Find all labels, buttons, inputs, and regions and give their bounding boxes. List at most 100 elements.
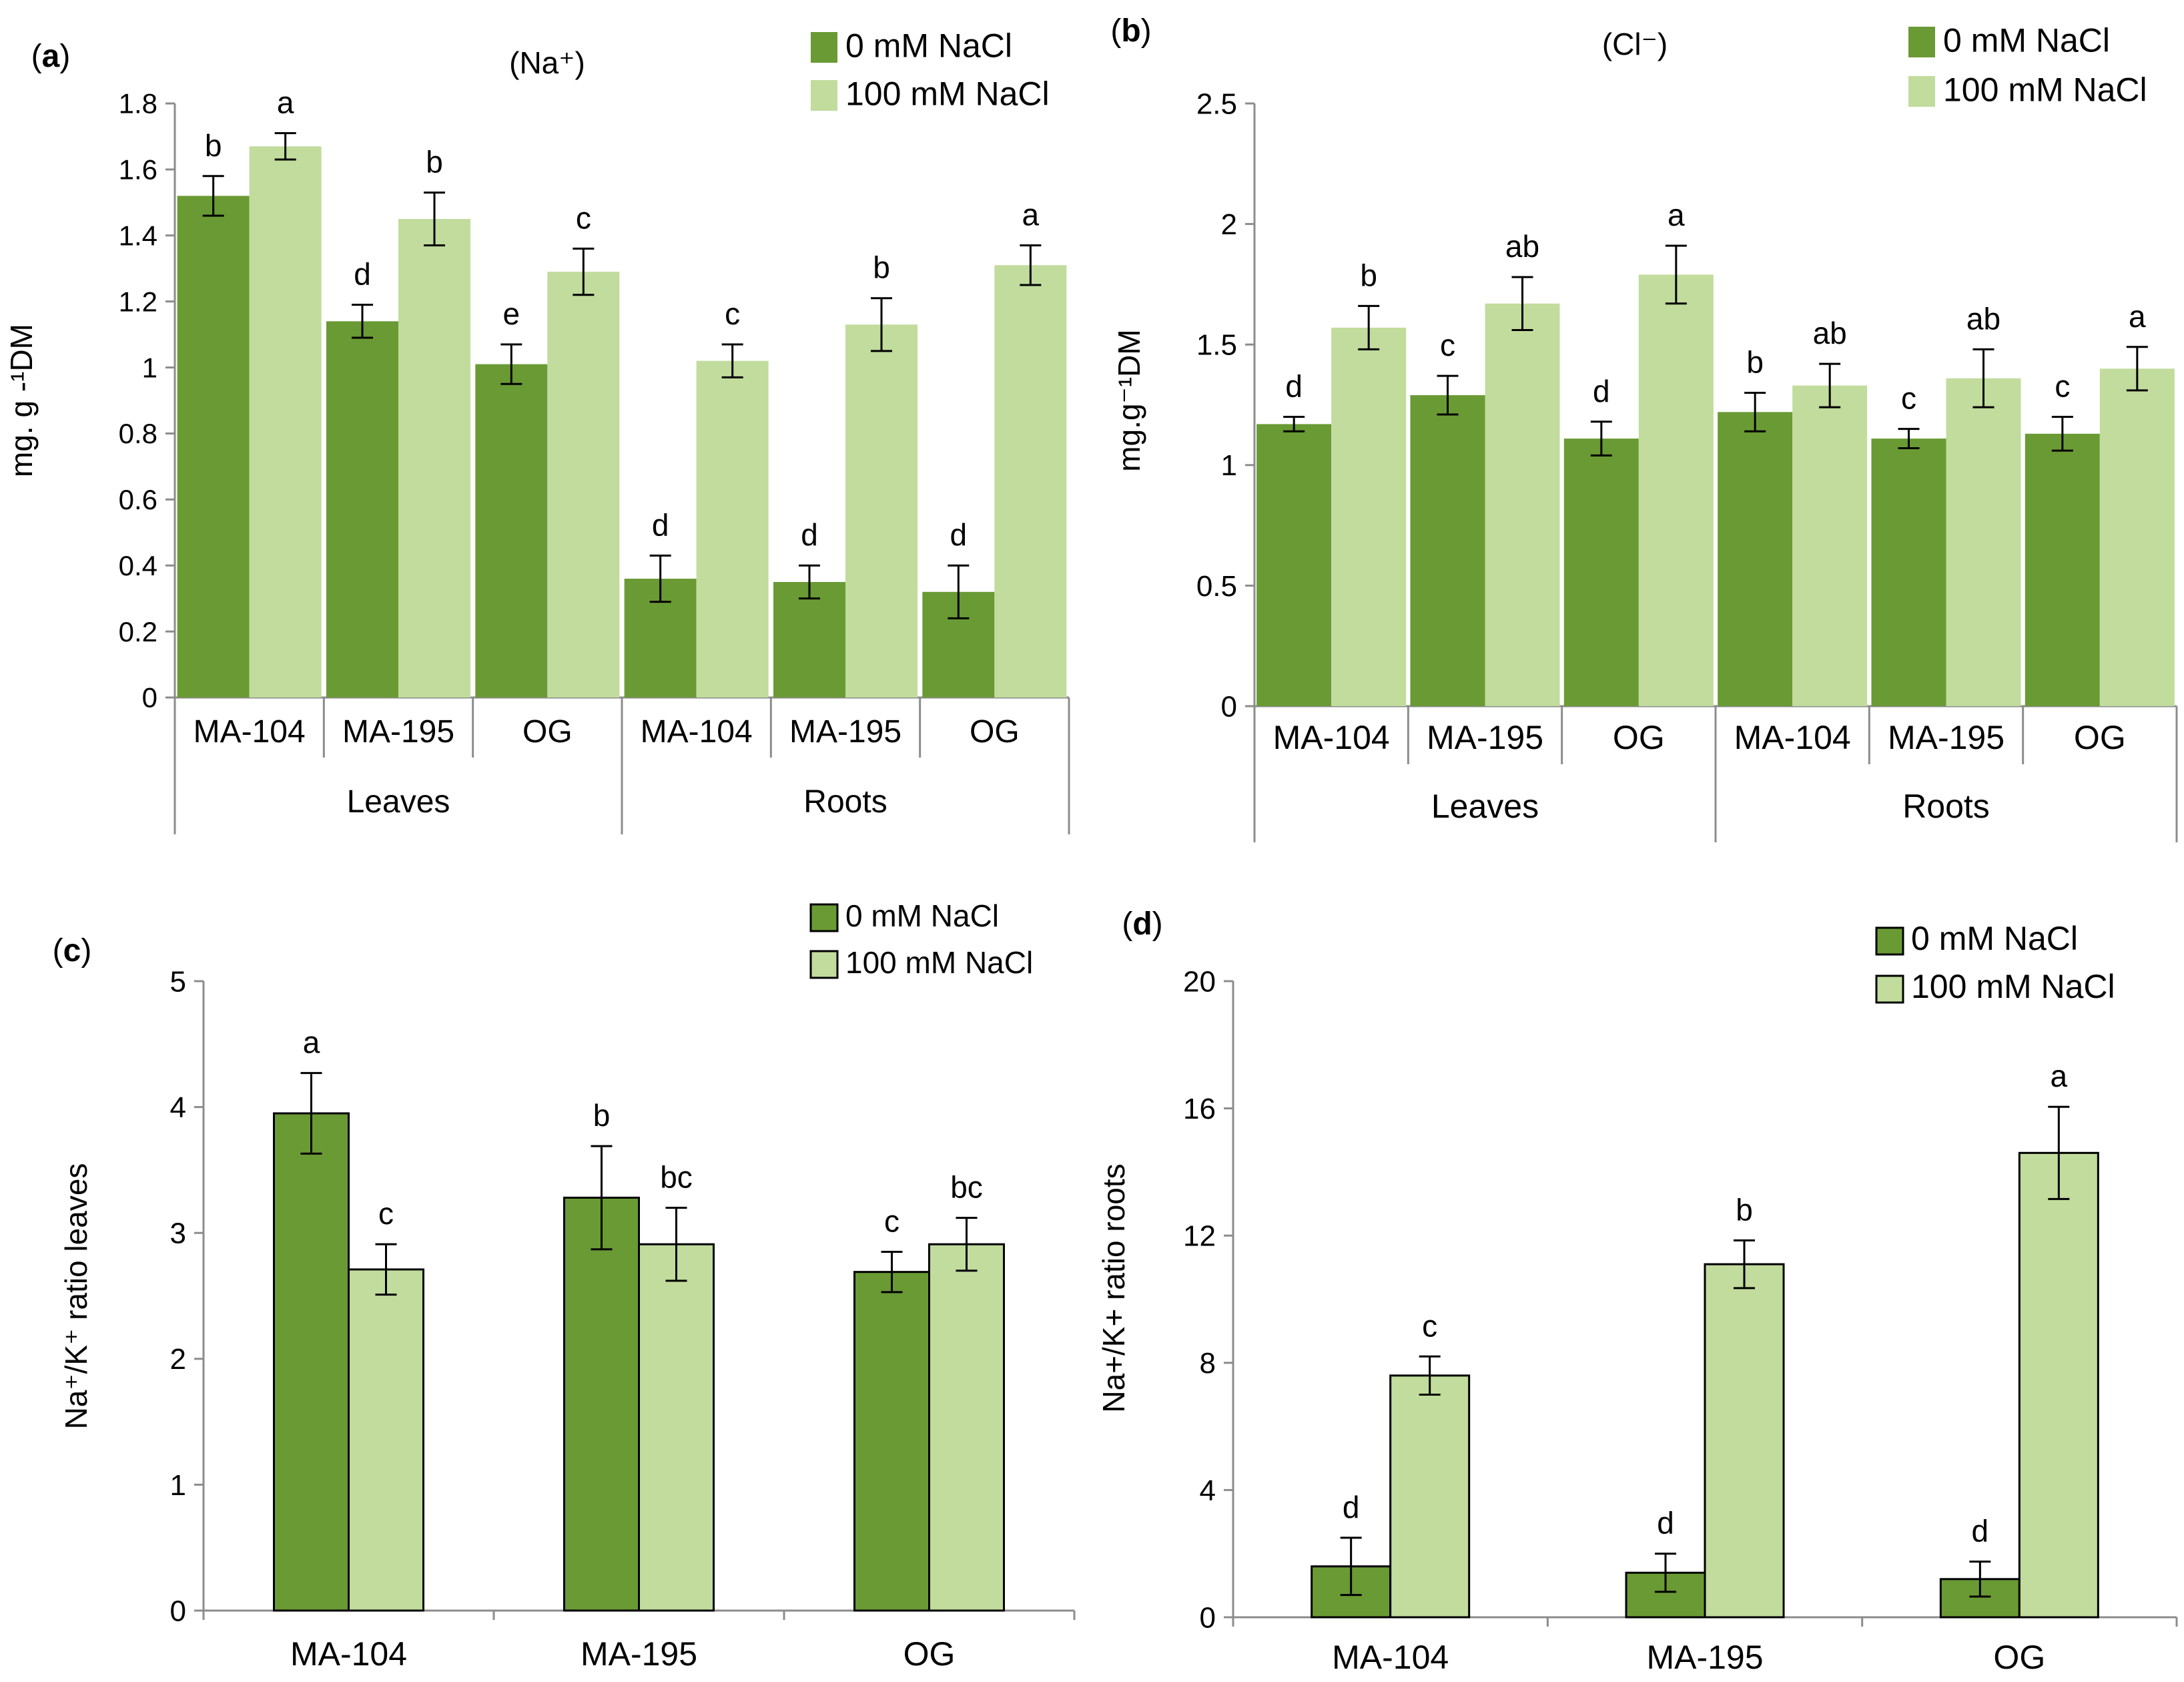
y-tick-label: 0 [170,1595,186,1627]
legend-swatch-0-mm [809,903,839,932]
significance-letter: d [950,517,968,552]
legend-label: 100 mM NaCl [1911,968,2115,1005]
bar-100-mm [994,265,1067,697]
significance-letter: ab [1966,301,2000,336]
y-tick-label: 4 [170,1091,186,1124]
y-tick-label: 5 [170,965,186,998]
category-label: OG [1613,719,1665,756]
significance-letter: d [1593,374,1610,408]
group-label: Leaves [1431,788,1539,825]
bar-100-mm [1485,303,1560,706]
y-tick-label: 0 [1200,1601,1216,1634]
category-label: MA-104 [290,1635,407,1673]
category-label: MA-104 [641,714,753,750]
significance-letter: b [1360,258,1377,292]
y-tick-label: 1 [170,1469,186,1502]
legend-label: 0 mM NaCl [1943,22,2110,59]
bar-100-mm [696,360,769,697]
panel-label-paren: ( [53,933,63,968]
bar-100-mm [348,1268,424,1612]
bar-0-mm [177,196,250,697]
significance-letter: c [1440,328,1455,362]
group-label: Roots [803,784,887,820]
y-tick-label: 16 [1183,1093,1216,1125]
significance-letter: a [1022,198,1040,232]
bar-0-mm [1871,439,1946,706]
y-tick-label: 0.8 [119,418,157,449]
bar-100-mm [1946,378,2021,706]
chart-title: (Cl⁻) [1602,27,1668,61]
category-label: OG [903,1635,956,1673]
category-label: OG [2074,719,2126,756]
bar-100-mm [398,219,470,697]
bar-100-mm [249,146,322,697]
bar-0-mm [326,321,398,697]
y-tick-label: 0 [142,682,157,714]
significance-letter: c [884,1203,899,1238]
category-label: MA-195 [342,714,454,750]
significance-letter: c [2055,369,2070,404]
panel-label-paren: ) [59,39,70,74]
panel-label-paren: ( [1122,906,1132,942]
significance-letter: d [801,517,818,552]
significance-letter: c [1422,1308,1437,1343]
bar-100-mm [1331,327,1407,706]
y-tick-label: 1 [1221,449,1237,482]
bar-100-mm [1704,1263,1785,1619]
category-label: MA-195 [1427,719,1543,756]
bar-0-mm [475,364,548,697]
significance-letter: b [426,145,443,180]
panel-label-paren: ( [1110,13,1121,49]
bar-0-mm [2025,433,2100,706]
bar-0-mm [853,1271,930,1612]
panel-label-letter: a [42,39,60,74]
group-label: Leaves [347,784,450,820]
y-tick-label: 0.5 [1196,570,1237,603]
y-tick-label: 1.2 [119,286,157,317]
bar-100-mm [2018,1151,2099,1619]
bar-100-mm [638,1243,715,1612]
panel-b-cl-content: 0 0.5 1 1.5 2 2.5 Leaves Roots MA-104 MA-195 OG MA-… [1110,13,2178,842]
significance-letter: d [1657,1506,1674,1540]
y-tick-label: 2.5 [1196,87,1237,120]
category-label: MA-104 [1734,719,1851,756]
y-tick-label: 1.4 [119,220,157,251]
panel-a-na-content: 0 0.2 0.4 0.6 0.8 1 1.2 1.4 1.6 1.8 Leaves Roots MA-… [4,27,1070,834]
significance-letter: ab [1813,316,1847,350]
y-axis-label: mg. g -¹DM [4,324,39,477]
bar-0-mm [1256,424,1332,706]
significance-letter: bc [950,1170,983,1205]
significance-letter: b [1746,344,1764,379]
legend-swatch-0-mm [811,32,837,63]
y-tick-label: 0 [1221,690,1237,723]
chart-title: (Na⁺) [509,45,585,80]
category-label: OG [1993,1639,2045,1676]
bar-0-mm [773,581,845,697]
y-axis-label: mg.g⁻¹DM [1112,329,1146,471]
bar-100-mm [928,1243,1005,1612]
bar-0-mm [273,1112,350,1612]
group-label: Roots [1902,788,1990,825]
panel-label-letter: d [1132,906,1152,942]
legend-label: 100 mM NaCl [1943,71,2147,109]
category-label: MA-104 [1273,719,1390,756]
category-label: MA-104 [194,714,306,750]
bar-100-mm [547,272,620,698]
significance-letter: a [1668,198,1685,232]
panel-label: (c) [53,933,92,968]
significance-letter: b [873,250,890,285]
legend-label: 0 mM NaCl [845,27,1012,65]
significance-letter: c [576,201,591,236]
bar-100-mm [845,324,918,697]
significance-letter: ab [1505,229,1539,264]
significance-letter: d [354,257,371,292]
y-tick-label: 20 [1183,965,1216,998]
significance-letter: c [1901,381,1916,416]
significance-letter: b [1736,1192,1753,1227]
legend-swatch-100-mm [811,80,837,111]
significance-letter: b [593,1098,611,1133]
legend-label: 0 mM NaCl [845,898,999,933]
bar-100-mm [1389,1374,1471,1619]
panel-label-paren: ) [81,933,91,968]
category-label: MA-195 [789,714,901,750]
